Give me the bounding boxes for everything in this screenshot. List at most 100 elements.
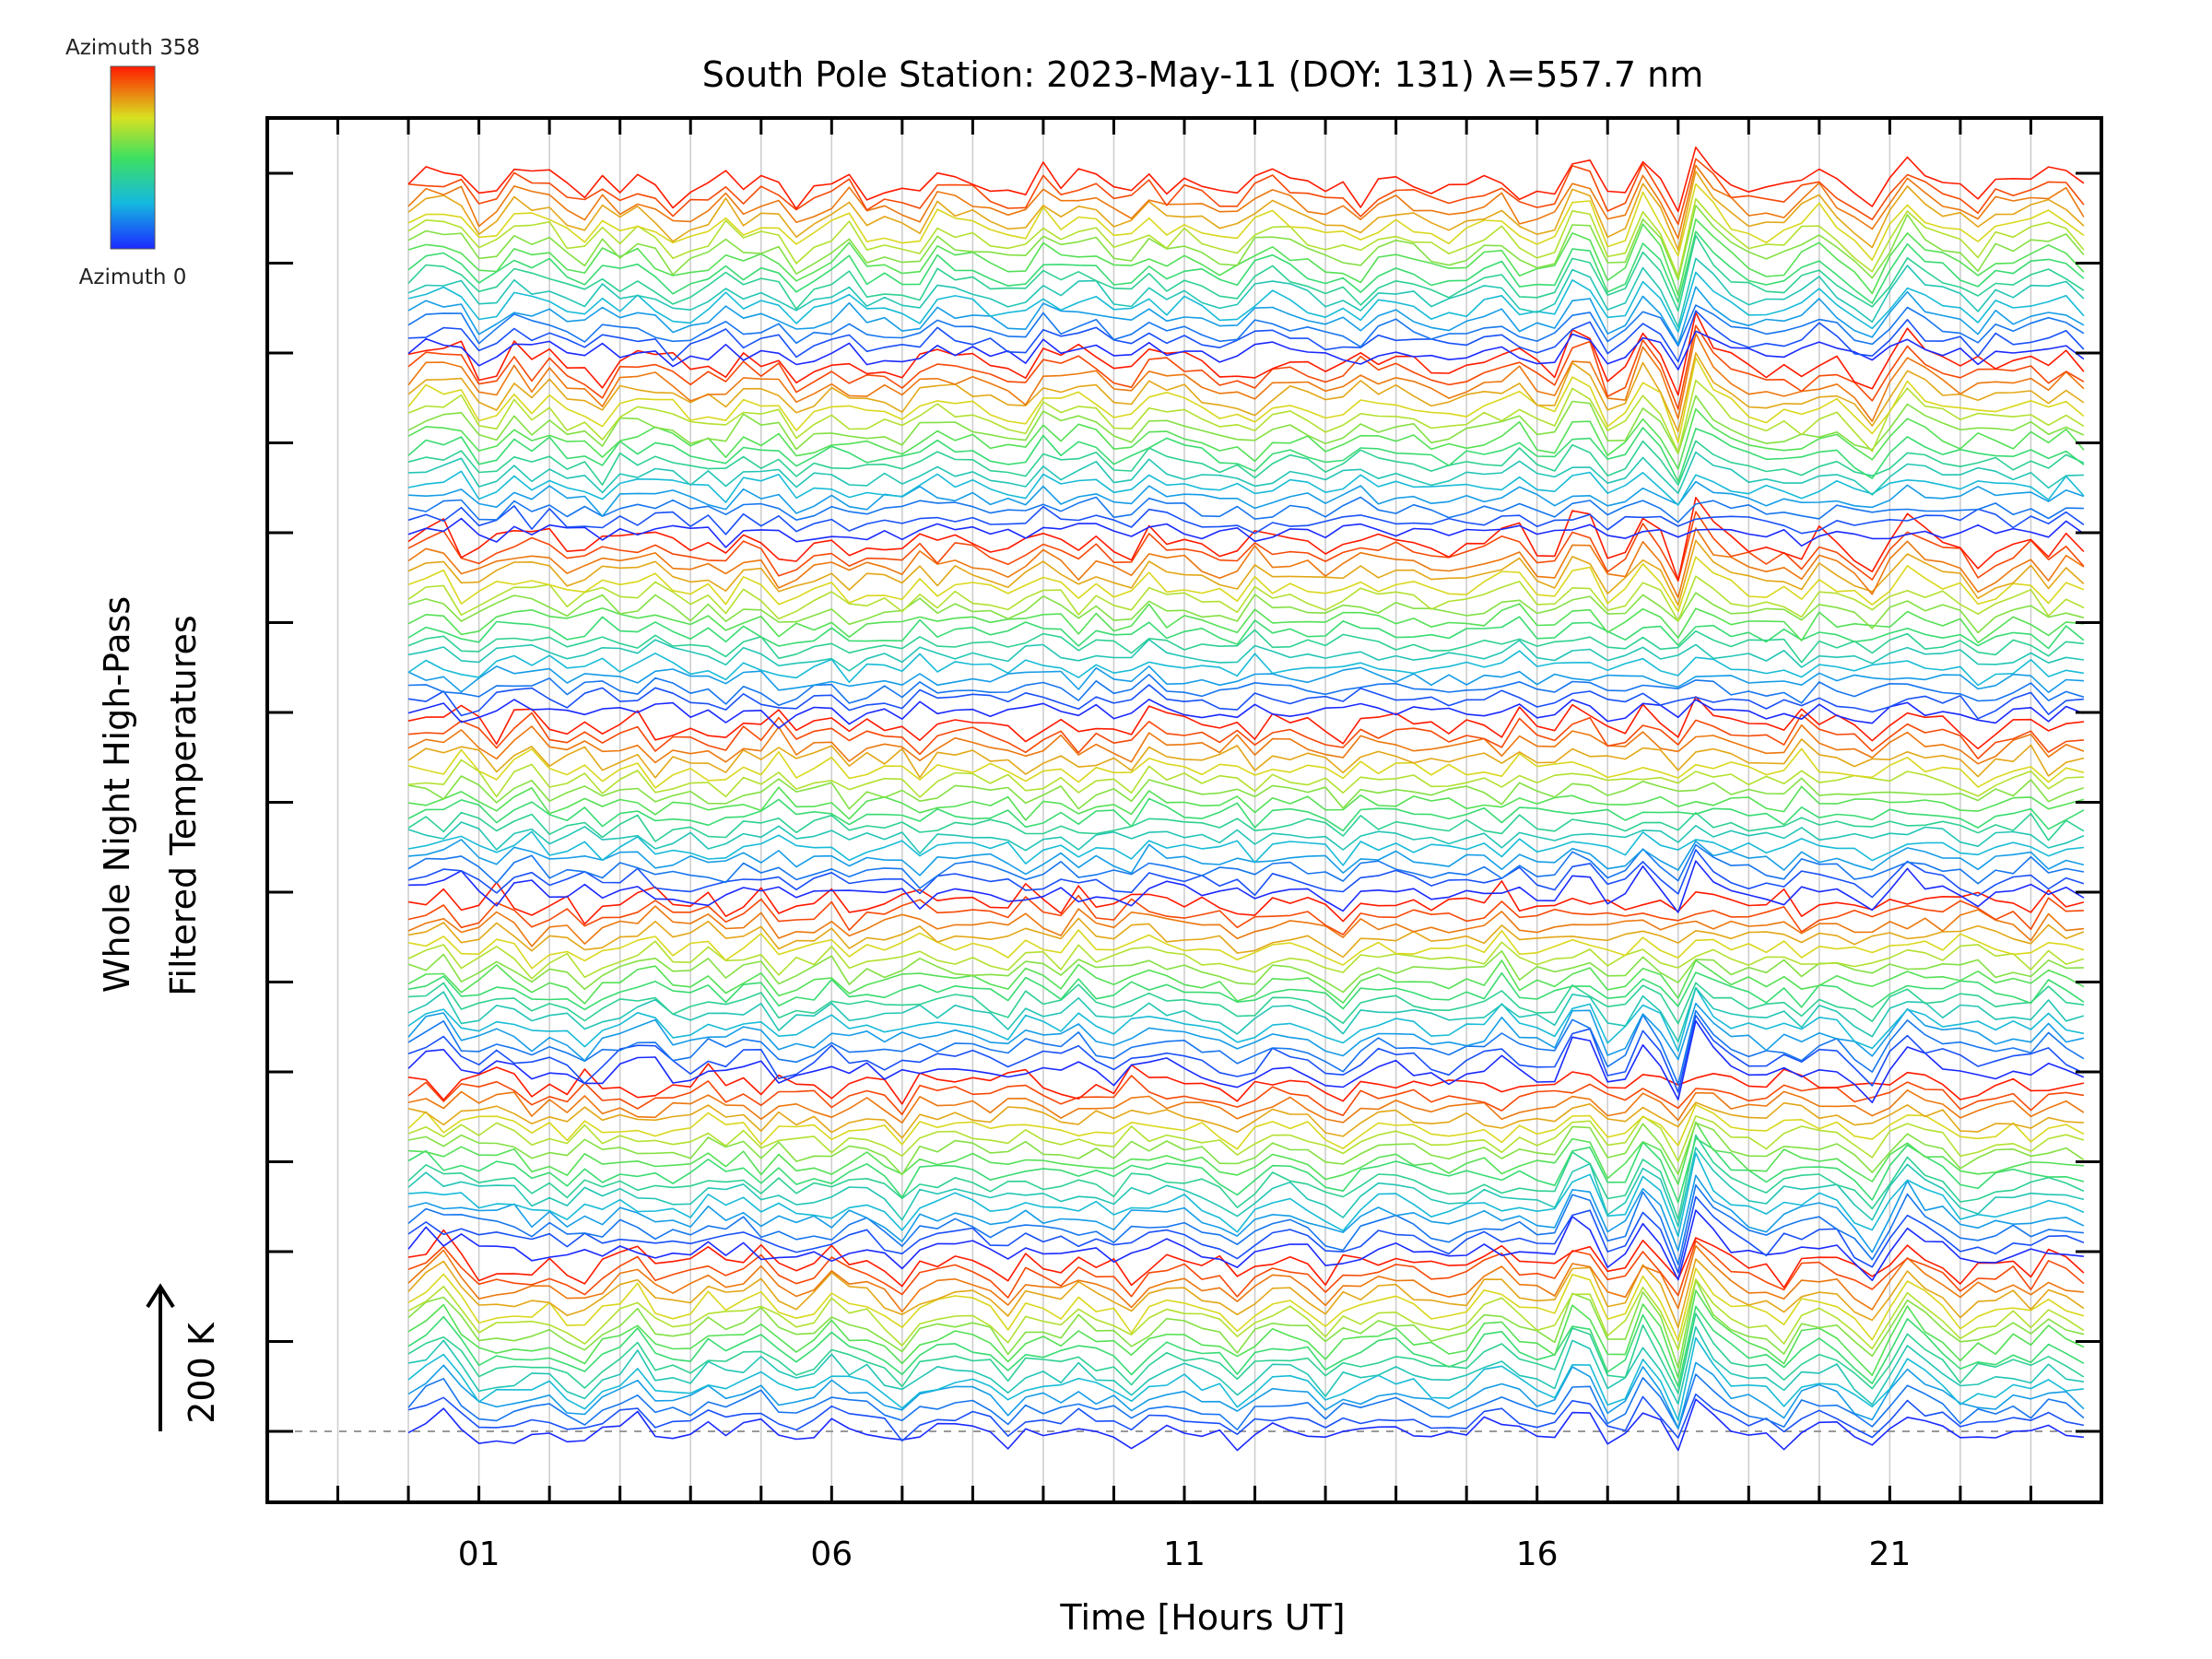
temperature-trace <box>407 1089 2085 1124</box>
temperature-trace <box>407 1147 2085 1228</box>
temperature-trace <box>408 860 2085 913</box>
temperature-trace <box>407 271 2085 333</box>
temperature-trace <box>407 1305 2085 1388</box>
temperature-trace <box>407 950 2084 994</box>
temperature-trace <box>407 616 2085 650</box>
scale-arrow <box>146 1283 175 1431</box>
temperature-trace <box>407 286 2085 346</box>
temperature-trace <box>408 674 2085 706</box>
temperature-trace <box>407 357 2085 443</box>
temperature-trace <box>407 1183 2084 1265</box>
temperature-trace <box>407 1015 2085 1093</box>
scale-label: 200 K <box>182 1322 222 1424</box>
temperature-trace <box>407 1209 2084 1281</box>
temperature-trace <box>407 639 2085 672</box>
temperature-trace <box>407 629 2084 664</box>
temperature-trace <box>407 797 2085 832</box>
temperature-trace <box>407 905 2084 947</box>
x-tick-label: 21 <box>1868 1535 1911 1573</box>
temperature-trace <box>407 197 2085 278</box>
temperature-traces <box>407 147 2085 1452</box>
temperature-trace <box>407 1393 2085 1442</box>
temperature-trace <box>407 1258 2085 1329</box>
temperature-trace <box>407 1373 2085 1430</box>
temperature-trace <box>407 1312 2085 1394</box>
temperature-trace <box>407 929 2085 970</box>
temperature-trace <box>407 517 2085 548</box>
temperature-trace <box>407 849 2085 899</box>
temperature-trace <box>407 304 2085 348</box>
colorbar-bottom-label: Azimuth 0 <box>79 265 187 289</box>
y-axis-label-line1: Whole Night High-Pass <box>97 596 137 993</box>
temperature-trace <box>408 1152 2085 1238</box>
temperature-trace <box>407 1361 2085 1430</box>
temperature-trace <box>407 324 2085 410</box>
temperature-trace <box>407 1325 2085 1406</box>
temperature-trace <box>407 440 2085 486</box>
temperature-trace <box>407 1229 2085 1288</box>
temperature-trace <box>407 1244 2084 1312</box>
temperature-trace <box>407 843 2085 889</box>
temperature-trace <box>407 352 2085 433</box>
chart-title: South Pole Station: 2023-May-11 (DOY: 13… <box>702 54 1703 95</box>
temperature-trace <box>407 164 2085 240</box>
x-tick-label: 16 <box>1516 1535 1559 1573</box>
temperature-trace <box>407 785 2085 821</box>
temperature-trace <box>407 665 2084 693</box>
temperature-trace <box>408 982 2085 1025</box>
colorbar-top-label: Azimuth 358 <box>65 36 200 60</box>
temperature-trace <box>407 880 2085 925</box>
temperature-trace <box>407 986 2085 1043</box>
colorbar <box>110 65 156 250</box>
temperature-trace <box>407 234 2085 312</box>
temperature-trace <box>407 1122 2085 1176</box>
y-axis-label-line2: Filtered Temperatures <box>163 615 204 995</box>
temperature-trace <box>407 230 2085 304</box>
temperature-trace <box>407 1103 2085 1150</box>
temperature-trace <box>407 1398 2084 1452</box>
temperature-trace <box>408 839 2085 877</box>
temperature-trace <box>407 1240 2085 1299</box>
temperature-trace <box>407 684 2084 720</box>
temperature-trace <box>407 1279 2085 1370</box>
x-tick-label: 01 <box>458 1535 500 1573</box>
temperature-trace <box>407 556 2085 613</box>
temperature-trace <box>407 738 2085 779</box>
temperature-trace <box>407 1075 2085 1116</box>
plot-frame <box>265 116 2103 1504</box>
temperature-trace <box>407 147 2085 213</box>
temperature-trace <box>407 830 2084 866</box>
temperature-trace <box>407 592 2085 634</box>
temperature-trace <box>407 575 2085 622</box>
temperature-trace <box>407 1174 2085 1253</box>
temperature-trace <box>407 511 2085 582</box>
temperature-trace <box>407 971 2085 1011</box>
temperature-trace <box>407 1137 2085 1204</box>
temperature-trace <box>407 917 2085 959</box>
temperature-trace <box>407 699 2085 729</box>
temperature-trace <box>407 1267 2085 1342</box>
x-tick-labels: 01 06 11 16 21 <box>458 1535 1912 1573</box>
x-tick-label: 06 <box>810 1535 853 1573</box>
temperature-trace <box>407 696 2084 750</box>
temperature-trace <box>407 987 2085 1053</box>
temperature-trace <box>408 1121 2084 1185</box>
temperature-trace <box>408 480 2085 517</box>
temperature-trace <box>407 171 2085 252</box>
temperature-trace <box>407 650 2085 687</box>
temperature-trace <box>407 603 2084 644</box>
temperature-trace <box>407 427 2085 483</box>
temperature-trace <box>407 330 2085 371</box>
temperature-trace <box>407 205 2085 281</box>
temperature-trace <box>407 1063 2085 1105</box>
temperature-trace <box>407 257 2085 328</box>
temperature-trace <box>407 959 2085 1005</box>
temperature-trace <box>407 527 2085 599</box>
temperature-trace <box>407 379 2085 453</box>
temperature-trace <box>407 724 2085 765</box>
temperature-trace <box>407 407 2085 470</box>
temperature-trace <box>407 821 2085 854</box>
temperature-trace <box>408 712 2084 759</box>
temperature-trace <box>407 1002 2085 1062</box>
temperature-trace <box>407 470 2085 506</box>
